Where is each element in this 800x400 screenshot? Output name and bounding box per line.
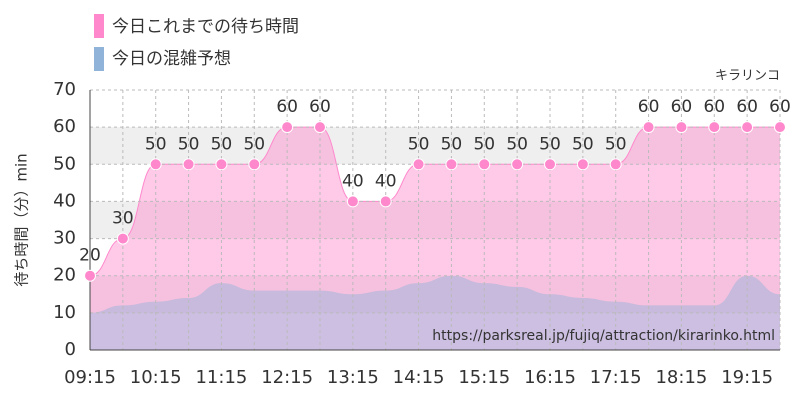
band	[90, 275, 780, 313]
data-label: 50	[506, 134, 528, 154]
marker	[576, 158, 589, 171]
x-tick-label: 12:15	[261, 367, 313, 388]
x-tick-label: 09:15	[64, 367, 116, 388]
legend: 今日これまでの待ち時間 今日の混雑予想	[94, 14, 299, 71]
data-label: 50	[441, 134, 463, 154]
y-axis-label: 待ち時間（分）min	[13, 153, 31, 286]
data-label: 60	[638, 97, 660, 117]
legend-label: 今日これまでの待ち時間	[112, 17, 299, 37]
data-label: 50	[243, 134, 265, 154]
legend-swatch	[94, 14, 104, 38]
data-label: 50	[408, 134, 430, 154]
data-label: 40	[342, 171, 364, 191]
x-tick-label: 18:15	[655, 367, 707, 388]
marker	[215, 158, 228, 171]
legend-label: 今日の混雑予想	[112, 49, 231, 69]
marker	[478, 158, 491, 171]
marker	[675, 121, 688, 134]
x-tick-label: 13:15	[327, 367, 379, 388]
annotation: キラリンコ	[715, 69, 780, 84]
marker	[116, 232, 129, 245]
data-label: 60	[769, 97, 791, 117]
marker	[346, 195, 359, 208]
data-label: 50	[605, 134, 627, 154]
marker	[511, 158, 524, 171]
data-label: 50	[539, 134, 561, 154]
marker	[741, 121, 754, 134]
band	[90, 127, 780, 165]
x-tick-label: 16:15	[524, 367, 576, 388]
data-label: 20	[79, 246, 101, 266]
annotation: https://parksreal.jp/fujiq/attraction/ki…	[432, 328, 775, 344]
marker	[642, 121, 655, 134]
data-label: 60	[703, 97, 725, 117]
data-label: 60	[309, 97, 331, 117]
data-label: 60	[736, 97, 758, 117]
marker	[544, 158, 556, 171]
marker	[774, 121, 786, 134]
data-label: 50	[178, 134, 200, 154]
marker	[609, 158, 622, 171]
y-tick-label: 30	[53, 228, 76, 249]
y-tick-label: 40	[53, 190, 76, 211]
band	[90, 201, 780, 239]
data-label: 50	[572, 134, 594, 154]
y-tick-label: 0	[65, 339, 76, 360]
data-label: 30	[112, 209, 134, 229]
x-tick-label: 17:15	[590, 367, 642, 388]
marker	[708, 121, 721, 134]
marker	[379, 195, 392, 208]
x-tick-label: 10:15	[130, 367, 182, 388]
x-tick-label: 19:15	[721, 367, 773, 388]
y-tick-label: 70	[53, 79, 76, 100]
y-tick-label: 10	[53, 302, 76, 323]
y-tick-label: 60	[53, 116, 76, 137]
marker	[149, 158, 162, 171]
marker	[281, 121, 294, 134]
marker	[248, 158, 261, 171]
data-label: 50	[145, 134, 167, 154]
data-label: 50	[211, 134, 233, 154]
x-tick-label: 11:15	[195, 367, 247, 388]
data-label: 40	[375, 171, 397, 191]
y-tick-label: 50	[53, 153, 76, 174]
data-label: 50	[473, 134, 495, 154]
marker	[445, 158, 458, 171]
data-label: 60	[276, 97, 298, 117]
marker	[84, 269, 96, 282]
legend-swatch	[94, 47, 104, 71]
x-tick-label: 14:15	[393, 367, 445, 388]
data-label: 60	[671, 97, 693, 117]
x-tick-label: 15:15	[458, 367, 510, 388]
y-tick-label: 20	[53, 265, 76, 286]
marker	[412, 158, 425, 171]
marker	[314, 121, 326, 134]
marker	[182, 158, 195, 171]
